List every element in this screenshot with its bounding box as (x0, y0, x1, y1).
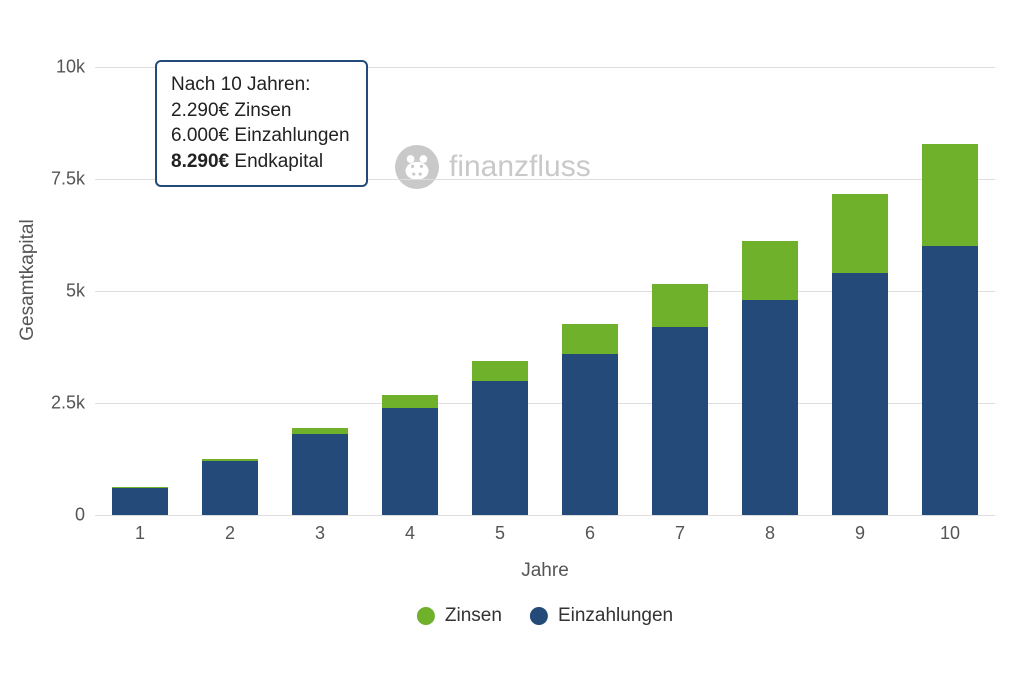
bar-segment-einzahlungen (382, 408, 438, 515)
y-tick-label: 10k (56, 57, 95, 78)
bar (832, 194, 888, 515)
y-tick-label: 7.5k (51, 169, 95, 190)
bar-segment-einzahlungen (202, 461, 258, 515)
bar-segment-einzahlungen (562, 354, 618, 515)
bar (922, 144, 978, 515)
legend: Zinsen Einzahlungen (417, 605, 673, 627)
legend-swatch (530, 607, 548, 625)
bar (202, 459, 258, 515)
bar (562, 324, 618, 515)
x-tick-label: 3 (315, 515, 325, 544)
bar-segment-zinsen (832, 194, 888, 273)
legend-item: Einzahlungen (530, 605, 673, 627)
summary-line-1: Nach 10 Jahren: (171, 72, 350, 98)
x-tick-label: 5 (495, 515, 505, 544)
x-axis-label: Jahre (521, 560, 569, 582)
bar-segment-einzahlungen (292, 434, 348, 515)
x-tick-label: 8 (765, 515, 775, 544)
y-axis-label: Gesamtkapital (17, 219, 39, 340)
bar (382, 395, 438, 515)
bar-segment-zinsen (922, 144, 978, 247)
y-tick-label: 2.5k (51, 393, 95, 414)
bar (112, 487, 168, 515)
bar-segment-einzahlungen (652, 327, 708, 515)
bar-segment-einzahlungen (112, 488, 168, 515)
bar-segment-zinsen (652, 284, 708, 327)
legend-swatch (417, 607, 435, 625)
x-tick-label: 6 (585, 515, 595, 544)
bar-segment-zinsen (292, 428, 348, 435)
chart-container: finanzfluss 02.5k5k7.5k10k12345678910 Ge… (0, 0, 1024, 683)
bar (652, 284, 708, 515)
bar (742, 241, 798, 515)
x-tick-label: 4 (405, 515, 415, 544)
legend-item: Zinsen (417, 605, 502, 627)
bar (472, 361, 528, 515)
bar-segment-einzahlungen (832, 273, 888, 515)
x-tick-label: 7 (675, 515, 685, 544)
legend-label: Einzahlungen (558, 605, 673, 627)
x-tick-label: 10 (940, 515, 960, 544)
x-tick-label: 9 (855, 515, 865, 544)
bar-segment-zinsen (472, 361, 528, 381)
bar-segment-zinsen (742, 241, 798, 300)
legend-label: Zinsen (445, 605, 502, 627)
summary-line-2: 2.290€ Zinsen (171, 98, 350, 124)
bar-segment-einzahlungen (742, 300, 798, 515)
x-tick-label: 1 (135, 515, 145, 544)
summary-line-3: 6.000€ Einzahlungen (171, 123, 350, 149)
bar-segment-zinsen (382, 395, 438, 408)
y-tick-label: 5k (66, 281, 95, 302)
summary-line-4: 8.290€ Endkapital (171, 149, 350, 175)
bar (292, 428, 348, 515)
y-tick-label: 0 (75, 505, 95, 526)
x-tick-label: 2 (225, 515, 235, 544)
summary-box: Nach 10 Jahren: 2.290€ Zinsen 6.000€ Ein… (155, 60, 368, 187)
bar-segment-zinsen (562, 324, 618, 354)
bar-segment-einzahlungen (472, 381, 528, 515)
bar-segment-einzahlungen (922, 246, 978, 515)
